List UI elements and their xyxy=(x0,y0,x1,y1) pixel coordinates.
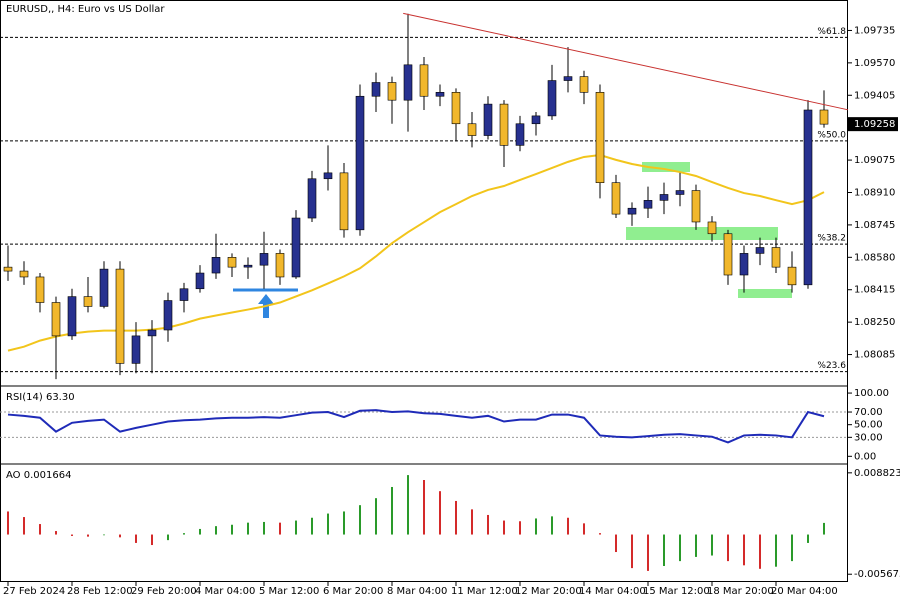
candle-body xyxy=(579,76,589,93)
candle-body xyxy=(195,272,205,290)
x-tick-label: 14 Mar 04:00 xyxy=(579,586,646,597)
x-tick-label: 11 Mar 12:00 xyxy=(451,586,518,597)
panel-title: RSI(14) 63.30 xyxy=(6,392,75,403)
candle-body xyxy=(179,288,189,301)
y-tick-label: 1.08580 xyxy=(854,252,895,263)
candle-body xyxy=(435,92,445,97)
zone xyxy=(626,227,778,240)
candle-body xyxy=(691,190,701,223)
candle-body xyxy=(355,95,365,231)
y-tick-label: 1.09570 xyxy=(854,58,895,69)
frame xyxy=(0,0,848,582)
fib-label: %50.0 xyxy=(817,130,846,140)
candle-body xyxy=(35,276,45,303)
x-tick-label: 12 Mar 20:00 xyxy=(515,586,582,597)
x-tick-label: 20 Mar 04:00 xyxy=(771,586,838,597)
price-box xyxy=(848,117,898,132)
y-tick-label: 0.00 xyxy=(854,451,876,462)
candle-body xyxy=(387,82,397,101)
candle-body xyxy=(499,103,509,146)
moving-average xyxy=(7,153,825,352)
candle-body xyxy=(611,182,621,215)
candle-body xyxy=(451,92,461,125)
candle-body xyxy=(339,172,349,231)
x-tick-label: 18 Mar 20:00 xyxy=(707,586,774,597)
candle-body xyxy=(227,257,237,268)
x-tick-label: 5 Mar 12:00 xyxy=(259,586,319,597)
candle-body xyxy=(755,247,765,254)
fib-label: %61.8 xyxy=(817,27,846,37)
candle-body xyxy=(323,172,333,180)
y-tick-label: 70.00 xyxy=(854,407,883,418)
candle-body xyxy=(467,123,477,136)
candle-body xyxy=(275,253,285,278)
x-tick-label: 6 Mar 20:00 xyxy=(323,586,383,597)
candle-body xyxy=(563,76,573,81)
candle-body xyxy=(291,217,301,278)
candle-body xyxy=(707,221,717,235)
candle-body xyxy=(531,115,541,125)
candle-body xyxy=(483,103,493,136)
x-tick-label: 8 Mar 04:00 xyxy=(387,586,447,597)
current-price: 1.09258 xyxy=(854,119,895,130)
candle-body xyxy=(787,266,797,286)
rsi-line xyxy=(7,409,825,444)
zone xyxy=(738,289,792,298)
candle-body xyxy=(307,178,317,219)
candle-body xyxy=(547,80,557,117)
candle-body xyxy=(83,296,93,307)
y-tick-label: 1.08910 xyxy=(854,188,895,199)
zone xyxy=(642,162,690,172)
fib-label: %38.2 xyxy=(817,234,846,244)
candle-body xyxy=(819,109,829,125)
candle-body xyxy=(419,64,429,97)
y-tick-label: -0.005673 xyxy=(854,569,900,580)
trendline xyxy=(403,12,849,111)
candle-body xyxy=(243,264,253,268)
y-tick-label: 0.008823 xyxy=(854,468,900,479)
candle-body xyxy=(515,123,525,146)
y-tick-label: 1.09405 xyxy=(854,90,895,101)
y-tick-label: 1.09735 xyxy=(854,25,895,36)
candle-body xyxy=(131,335,141,364)
x-tick-label: 15 Mar 12:00 xyxy=(643,586,710,597)
y-tick-label: 1.08250 xyxy=(854,317,895,328)
candle-body xyxy=(147,329,157,337)
candle-body xyxy=(595,92,605,183)
candle-body xyxy=(67,296,77,337)
candle-body xyxy=(51,302,61,337)
x-tick-label: 29 Feb 20:00 xyxy=(131,586,197,597)
candle-body xyxy=(675,190,685,195)
candle-body xyxy=(3,266,13,272)
candle-body xyxy=(163,300,173,331)
y-tick-label: 1.09075 xyxy=(854,155,895,166)
panel-title: AO 0.001664 xyxy=(6,470,71,481)
y-tick-label: 1.08745 xyxy=(854,220,895,231)
candle-body xyxy=(771,247,781,268)
y-tick-label: 30.00 xyxy=(854,432,883,443)
candle-body xyxy=(115,268,125,364)
x-tick-label: 4 Mar 04:00 xyxy=(195,586,255,597)
x-tick-label: 27 Feb 2024 xyxy=(3,586,65,597)
y-tick-label: 1.08415 xyxy=(854,285,895,296)
candle-body xyxy=(99,268,109,307)
y-tick-label: 1.08085 xyxy=(854,350,895,361)
candle-body xyxy=(659,194,669,201)
candle-body xyxy=(371,82,381,97)
candle-body xyxy=(739,253,749,276)
candle-body xyxy=(259,253,269,266)
candle-body xyxy=(723,233,733,276)
y-tick-label: 100.00 xyxy=(854,388,889,399)
x-tick-label: 28 Feb 12:00 xyxy=(67,586,133,597)
candle-body xyxy=(403,64,413,101)
candle-body xyxy=(627,207,637,215)
fib-label: %23.6 xyxy=(817,361,846,371)
candle-body xyxy=(803,109,813,286)
chart-title: EURUSD,, H4: Euro vs US Dollar xyxy=(6,4,165,15)
y-tick-label: 50.00 xyxy=(854,420,883,431)
candle-body xyxy=(211,257,221,274)
candle-body xyxy=(19,270,29,278)
candle-body xyxy=(643,200,653,209)
